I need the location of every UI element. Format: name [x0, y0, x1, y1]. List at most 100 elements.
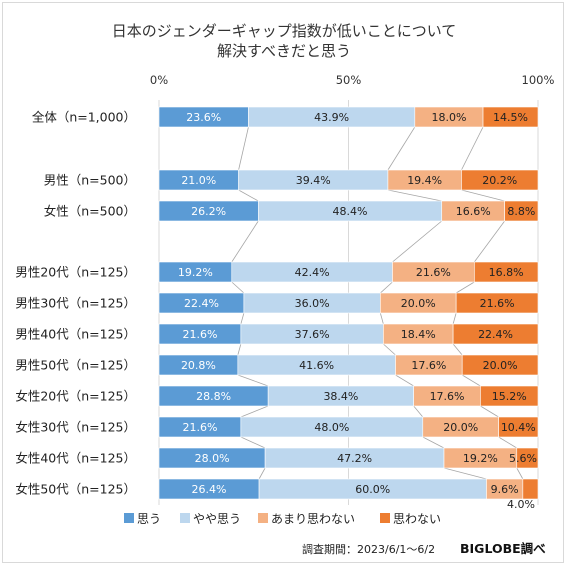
bar-segment: [482, 106, 539, 128]
category-label: 女性20代（n=125）: [15, 389, 136, 404]
legend-swatch: [180, 513, 190, 523]
connector-line: [237, 343, 242, 356]
connector-line: [258, 467, 266, 480]
category-label: 女性50代（n=125）: [15, 482, 136, 497]
category-label: 男性（n=500）: [44, 173, 136, 188]
connector-line: [240, 312, 245, 325]
bar-value-label: 21.6%: [182, 328, 217, 341]
bar-value-label: 20.0%: [483, 359, 518, 372]
bar-segment: [455, 292, 539, 314]
connector-line: [480, 405, 499, 418]
bar-value-label: 14.5%: [493, 111, 528, 124]
bar-value-label: 20.8%: [181, 359, 216, 372]
connector-line: [461, 126, 484, 171]
x-tick-label: 50%: [336, 73, 362, 87]
connector-line: [455, 281, 475, 294]
bar-value-label: 20.0%: [401, 297, 436, 310]
category-label: 女性40代（n=125）: [15, 451, 136, 466]
category-label: 男性20代（n=125）: [15, 265, 136, 280]
legend-swatch: [124, 513, 134, 523]
bar-value-label: 22.4%: [478, 328, 513, 341]
category-label: 男性50代（n=125）: [15, 358, 136, 373]
survey-period: 調査期間：2023/6/1～6/2: [302, 542, 435, 556]
legend-label: 思わない: [393, 512, 441, 526]
category-label: 女性（n=500）: [44, 204, 136, 219]
bar-value-label: 26.2%: [191, 205, 226, 218]
legend-swatch: [380, 513, 390, 523]
bar-segment: [461, 354, 539, 376]
bar-value-label: 41.6%: [299, 359, 334, 372]
category-label: 女性30代（n=125）: [15, 420, 136, 435]
connector-line: [380, 281, 393, 294]
bar-value-label: 17.6%: [430, 390, 465, 403]
connector-line: [395, 374, 414, 387]
bar-value-label: 19.2%: [178, 266, 213, 279]
connector-line: [383, 343, 396, 356]
x-axis-ticks: 0% 50% 100%: [150, 73, 555, 87]
connector-line: [474, 220, 505, 263]
bar-value-label: 42.4%: [295, 266, 330, 279]
bar-value-label: 60.0%: [355, 483, 390, 496]
category-label: 全体（n=1,000）: [32, 110, 136, 125]
bar-value-label: 20.0%: [443, 421, 478, 434]
connector-line: [238, 189, 259, 202]
connector-line: [452, 343, 463, 356]
legend: 思う やや思う あまり思わない 思わない: [124, 512, 441, 526]
legend-label: あまり思わない: [271, 512, 355, 526]
category-label: 男性40代（n=125）: [15, 327, 136, 342]
bar-value-label: 9.6%: [491, 483, 519, 496]
bar-value-label: 39.4%: [296, 174, 331, 187]
connector-line: [461, 189, 505, 202]
connector-line: [237, 374, 269, 387]
bar-value-label: 16.6%: [456, 205, 491, 218]
connector-line: [387, 126, 416, 171]
bar-value-label: 19.4%: [407, 174, 442, 187]
connector-line: [231, 281, 245, 294]
bar-segment: [522, 478, 539, 500]
connector-line: [240, 436, 266, 449]
connector-line: [231, 220, 259, 263]
bar-value-label: 21.6%: [182, 421, 217, 434]
category-label: 男性30代（n=125）: [15, 296, 136, 311]
bars: 23.6% 43.9% 18.0% 14.5% 21.0% 39.4% 19.4% 20.2%…: [158, 106, 539, 511]
connector-line: [238, 126, 249, 171]
bar-value-label: 38.4%: [323, 390, 358, 403]
bar-value-label: 18.0%: [431, 111, 466, 124]
bar-value-label: 16.8%: [489, 266, 524, 279]
bar-value-label: 28.0%: [195, 452, 230, 465]
connector-line: [498, 436, 517, 449]
bar-value-label: 26.4%: [192, 483, 227, 496]
title-line: 日本のジェンダーギャップ指数が低いことについて: [112, 22, 457, 40]
x-tick-label: 0%: [150, 73, 168, 87]
connector-line: [443, 467, 487, 480]
bar-value-label: 48.0%: [314, 421, 349, 434]
bar-value-label: 20.2%: [482, 174, 517, 187]
bar-value-label: 5.6%: [509, 452, 537, 465]
bar-value-label: 36.0%: [295, 297, 330, 310]
bar-segment: [516, 447, 539, 469]
bar-value-label: 8.8%: [507, 205, 535, 218]
bar-value-label: 18.4%: [401, 328, 436, 341]
bar-value-label: 10.4%: [501, 421, 536, 434]
legend-label: 思う: [137, 512, 161, 526]
bar-value-label: 28.8%: [196, 390, 231, 403]
connector-line: [413, 405, 424, 418]
bar-value-label: 21.0%: [181, 174, 216, 187]
bar-segment: [480, 385, 539, 407]
bar-value-label: 17.6%: [411, 359, 446, 372]
bar-value-label: 22.4%: [184, 297, 219, 310]
connector-line: [461, 374, 481, 387]
legend-label: やや思う: [193, 512, 241, 526]
source-brand: BIGLOBE調べ: [460, 541, 546, 556]
bar-value-label: 4.0%: [507, 498, 535, 511]
connector-line: [452, 312, 457, 325]
connector-line: [422, 436, 445, 449]
bar-segment: [504, 200, 539, 222]
connector-line: [387, 189, 442, 202]
chart-frame: [2, 2, 564, 563]
bar-value-label: 15.2%: [492, 390, 527, 403]
bar-segment: [474, 261, 539, 283]
connector-line: [516, 467, 524, 480]
